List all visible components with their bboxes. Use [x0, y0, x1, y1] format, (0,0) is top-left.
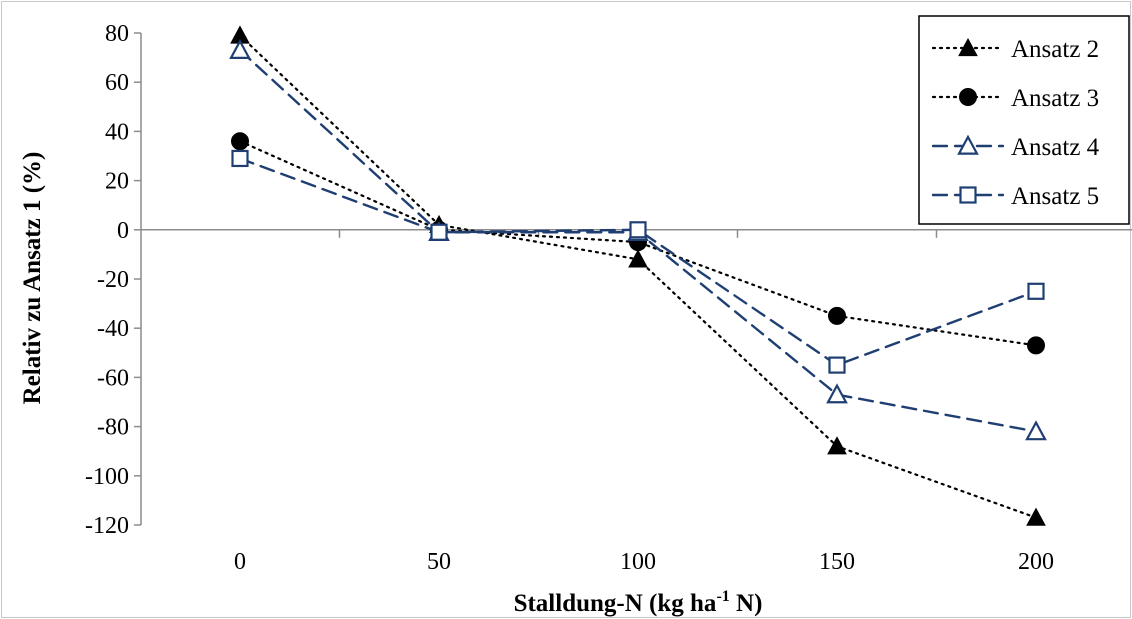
- data-point: [430, 223, 448, 241]
- y-tick-label: -60: [97, 365, 129, 391]
- y-axis-title: Relativ zu Ansatz 1 (%): [19, 152, 46, 405]
- data-point: [1027, 282, 1045, 300]
- x-tick-label: 200: [1018, 549, 1054, 575]
- series-4: [231, 149, 1045, 374]
- x-axis-title-main: Stalldung-N (kg ha: [514, 590, 717, 617]
- legend-label: Ansatz 3: [1011, 85, 1099, 112]
- data-point: [827, 436, 847, 455]
- legend-label: Ansatz 2: [1011, 36, 1099, 63]
- legend-marker: [959, 186, 977, 204]
- legend-box: [918, 15, 1130, 225]
- data-point: [231, 132, 249, 151]
- y-tick-label: -20: [97, 267, 129, 293]
- x-axis-title-sup: -1: [716, 588, 729, 605]
- x-tick-label: 0: [234, 549, 246, 575]
- data-point: [828, 356, 846, 374]
- legend-label: Ansatz 5: [1011, 183, 1099, 210]
- legend-label: Ansatz 4: [1011, 134, 1100, 161]
- y-tick-label: 40: [105, 119, 129, 145]
- x-axis-title-tail: N): [730, 590, 763, 617]
- x-tick-label: 50: [427, 549, 451, 575]
- y-tick-label: 20: [105, 169, 129, 195]
- legend-item: Ansatz 4: [931, 134, 1100, 161]
- legend-marker: [957, 134, 979, 155]
- legend-item: Ansatz 2: [931, 36, 1099, 63]
- legend-marker: [958, 37, 978, 57]
- legend-item: Ansatz 5: [931, 183, 1099, 210]
- y-tick-label: 0: [117, 218, 129, 244]
- y-tick-label: -100: [85, 464, 129, 490]
- series-layer: [229, 25, 1047, 526]
- data-point: [229, 38, 251, 59]
- x-axis-title: Stalldung-N (kg ha-1 N): [514, 588, 763, 617]
- x-tick-label: 100: [620, 549, 656, 575]
- legend-marker: [959, 88, 977, 106]
- data-point: [1026, 507, 1046, 526]
- series-line: [238, 34, 1038, 519]
- data-point: [828, 306, 846, 325]
- data-point: [1027, 336, 1045, 355]
- series-line: [238, 157, 1038, 367]
- x-tick-label: 150: [819, 549, 855, 575]
- y-tick-label: 80: [105, 21, 129, 47]
- y-tick-label: 60: [105, 70, 129, 96]
- data-point: [826, 383, 848, 404]
- y-tick-label: -40: [97, 316, 129, 342]
- legend: Ansatz 2 Ansatz 3 Ansatz 4 Ansatz 5: [918, 15, 1130, 225]
- y-tick-label: -120: [85, 513, 129, 539]
- data-point: [629, 221, 647, 239]
- legend-item: Ansatz 3: [931, 85, 1099, 112]
- data-point: [1025, 420, 1047, 441]
- data-point: [628, 249, 648, 268]
- data-point: [231, 149, 249, 168]
- y-tick-label: -80: [97, 415, 129, 441]
